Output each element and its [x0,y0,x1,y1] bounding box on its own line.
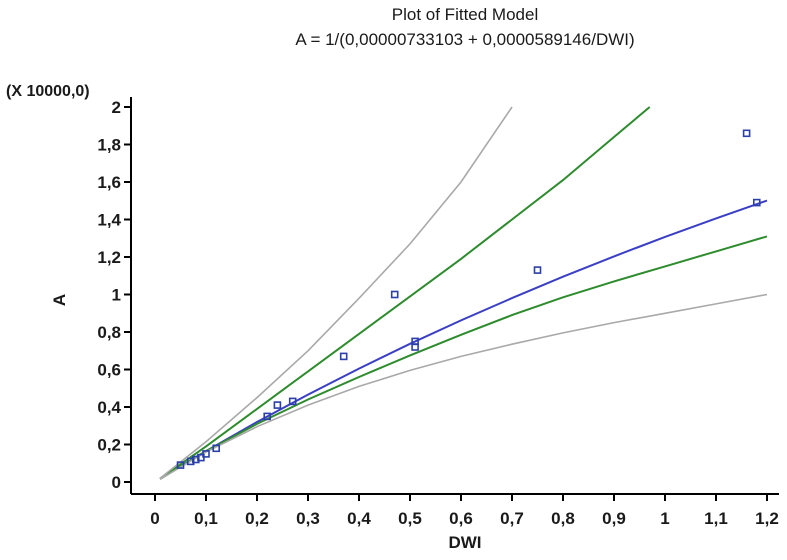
data-point [212,444,220,453]
y-tick-label: 0,2 [97,436,121,455]
x-tick-label: 0,1 [194,509,218,528]
fit-curve-4 [159,106,513,479]
x-tick-label: 0,2 [245,509,269,528]
data-point [411,337,419,346]
y-axis-title: A [50,294,69,306]
data-point [176,461,185,469]
y-tick-label: 1,4 [97,211,121,230]
data-point [273,401,282,409]
x-tick-label: 1,1 [704,509,728,528]
x-tick-label: 0,9 [602,509,626,528]
x-tick-label: 0,7 [500,509,524,528]
data-points [176,129,761,469]
y-tick-label: 1,2 [97,248,121,267]
y-tick-label: 0,6 [97,361,121,380]
chart-subtitle: A = 1/(0,00000733103 + 0,0000589146/DWI) [295,30,634,49]
x-tick-label: 0,6 [449,509,473,528]
x-tick-label: 0 [150,509,159,528]
y-scale-multiplier: (X 10000,0) [6,83,90,100]
y-tick-label: 2 [112,98,121,117]
y-tick-label: 0 [112,473,121,492]
fit-curve-2 [159,106,651,480]
y-tick-label: 1,6 [97,173,121,192]
data-point [752,198,761,207]
data-point [202,450,210,458]
y-tick-label: 1 [112,286,121,305]
data-point [288,397,297,406]
data-point [339,352,348,361]
x-tick-label: 0,5 [398,509,422,528]
y-tick-label: 0,8 [97,323,121,342]
y-tick-label: 0,4 [97,398,121,417]
data-point [533,266,542,274]
chart-title: Plot of Fitted Model [392,5,538,24]
data-point [192,455,200,464]
x-tick-label: 0,3 [296,509,320,528]
data-point [742,129,751,138]
x-axis-title: DWI [448,533,481,552]
data-point [263,412,272,421]
x-tick-label: 1 [660,509,669,528]
data-point [186,457,195,466]
y-axis-ticks: 0 0,2 0,4 0,6 0,8 1 1,2 1,4 1,6 1,8 2 [97,98,131,492]
y-tick-label: 1,8 [97,136,121,155]
x-tick-label: 1,2 [755,509,779,528]
x-tick-label: 0,4 [347,509,371,528]
x-tick-label: 0,8 [551,509,575,528]
fit-curve-3 [159,235,768,480]
axes [130,97,779,495]
fit-curve-1 [159,199,768,480]
fit-curve-5 [159,293,768,480]
x-axis-ticks: 0 0,1 0,2 0,3 0,4 0,5 0,6 0,7 0,8 0,9 1 1,1 1,2 [150,494,779,528]
fit-curves [159,106,768,480]
data-point [390,290,399,299]
